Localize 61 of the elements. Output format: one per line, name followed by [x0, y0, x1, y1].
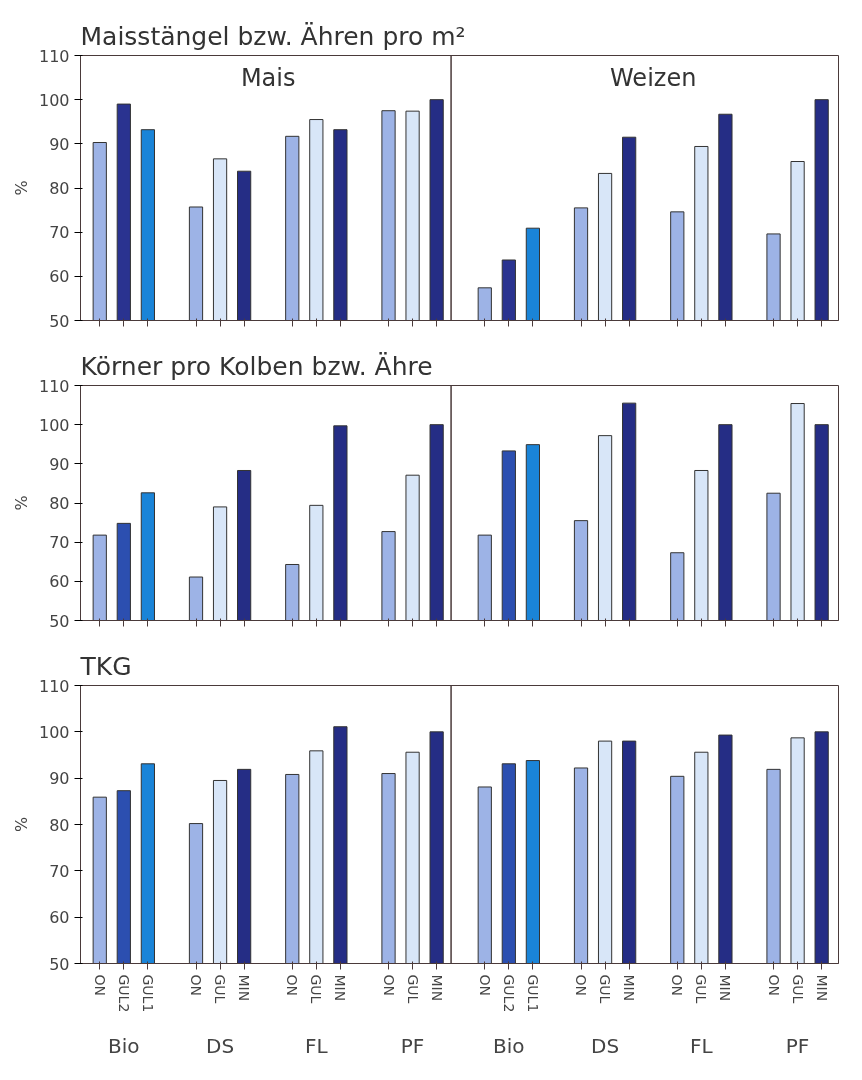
chart-title: TKG	[79, 651, 132, 681]
x-tick-label: GUL1	[139, 974, 156, 1013]
x-tick-label: MIN	[621, 974, 638, 1002]
x-tick-label: GUL2	[500, 974, 517, 1013]
y-tick-label: 100	[38, 722, 70, 742]
y-tick-label: 110	[38, 46, 70, 66]
x-tick-label: GUL	[404, 974, 421, 1004]
x-tick-label: MIN	[813, 974, 830, 1002]
x-tick-label: GUL	[308, 974, 325, 1004]
y-axis-title: %	[11, 180, 31, 196]
x-tick-label: MIN	[236, 974, 253, 1002]
x-tick-label: ON	[669, 974, 686, 996]
y-tick-label: 90	[49, 769, 70, 789]
y-tick-label: 50	[49, 954, 70, 974]
text: PF	[400, 1033, 425, 1058]
text: FL	[690, 1033, 714, 1058]
y-tick-label: 90	[49, 134, 70, 154]
y-tick-label: 80	[49, 815, 70, 835]
y-tick-label: 100	[38, 415, 70, 435]
text: Bio	[108, 1033, 140, 1058]
x-tick-label: ON	[476, 974, 493, 996]
text: Bio	[493, 1033, 525, 1058]
x-tick-label: MIN	[717, 974, 734, 1002]
y-tick-label: 50	[49, 311, 70, 331]
y-tick-label: 70	[49, 223, 70, 243]
y-tick-label: 70	[49, 861, 70, 881]
y-tick-label: 80	[49, 179, 70, 198]
x-tick-label: GUL	[597, 974, 614, 1004]
x-tick-label: GUL	[212, 974, 229, 1004]
y-tick-label: 70	[49, 533, 70, 553]
x-tick-label: GUL	[789, 974, 806, 1004]
chart-title: Maisstängel bzw. Ähren pro m²	[80, 21, 466, 51]
x-tick-label: GUL1	[524, 974, 541, 1013]
y-tick-label: 60	[49, 267, 70, 287]
x-tick-label: ON	[765, 974, 782, 996]
y-tick-label: 80	[49, 494, 70, 513]
y-axis-title: %	[11, 816, 31, 833]
x-tick-label: ON	[91, 974, 108, 996]
x-tick-label: ON	[188, 974, 204, 996]
y-tick-label: 90	[49, 454, 70, 474]
text: PF	[785, 1033, 810, 1058]
x-tick-label: ON	[380, 974, 397, 996]
y-tick-label: 60	[49, 908, 70, 928]
y-tick-label: 100	[38, 90, 70, 110]
text: FL	[305, 1033, 329, 1058]
chart-title: Körner pro Kolben bzw. Ähre	[80, 351, 433, 381]
x-tick-label: ON	[284, 974, 301, 996]
y-tick-label: 110	[38, 376, 70, 396]
x-tick-label: MIN	[428, 974, 445, 1002]
x-tick-label: ON	[573, 974, 590, 996]
annotation: Weizen	[610, 63, 697, 92]
y-tick-label: 60	[49, 572, 70, 592]
y-tick-label: 50	[49, 611, 70, 631]
text: DS	[591, 1033, 620, 1058]
y-axis-title: %	[11, 495, 31, 511]
x-tick-label: GUL	[693, 974, 710, 1004]
x-tick-label: MIN	[332, 974, 349, 1002]
x-tick-label: GUL2	[115, 974, 132, 1013]
y-tick-label: 110	[38, 676, 70, 696]
annotation: Mais	[240, 63, 296, 92]
text: DS	[206, 1033, 235, 1058]
